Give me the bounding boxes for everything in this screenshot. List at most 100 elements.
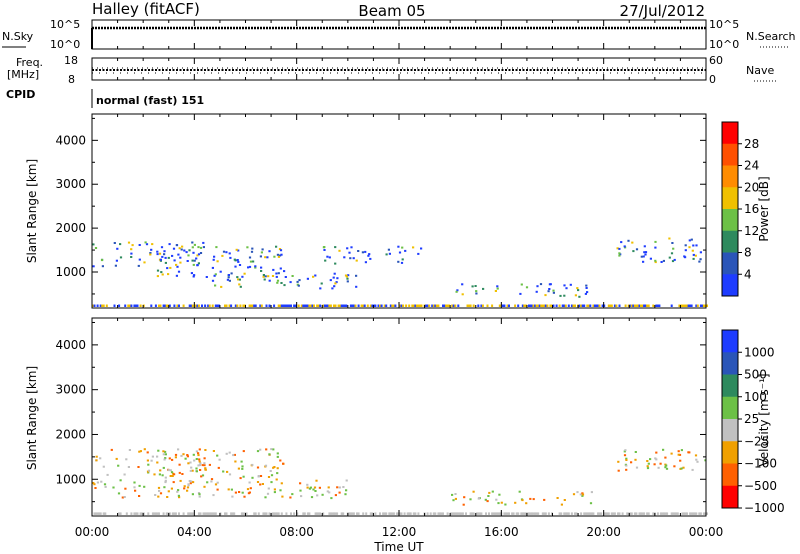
scatter-cell [627, 304, 630, 307]
scatter-cell [534, 304, 537, 307]
scatter-cell [334, 282, 337, 285]
scatter-cell [671, 242, 674, 244]
scatter-cell [385, 304, 388, 307]
scatter-cell [460, 512, 463, 515]
scatter-cell [92, 265, 95, 268]
scatter-cell [95, 512, 98, 515]
scatter-cell [629, 512, 632, 515]
scatter-cell [668, 256, 671, 259]
scatter-cell [217, 304, 220, 307]
colorbar-segment [722, 209, 738, 232]
scatter-cell [613, 304, 616, 307]
colorbar-tick-label: 24 [744, 159, 759, 173]
scatter-cell [133, 304, 136, 307]
scatter-cell [391, 512, 394, 515]
scatter-cell [118, 512, 121, 515]
scatter-cell [406, 512, 409, 515]
scatter-cell [478, 512, 481, 515]
scatter-cell [592, 512, 595, 515]
scatter-cell [259, 483, 262, 486]
scatter-cell [364, 250, 367, 253]
scatter-cell [598, 512, 601, 515]
scatter-cell [206, 481, 209, 484]
scatter-cell [379, 512, 381, 515]
scatter-cell [174, 456, 177, 459]
scatter-cell [679, 459, 682, 462]
scatter-cell [342, 512, 345, 515]
scatter-cell [210, 480, 213, 483]
scatter-cell [236, 259, 239, 261]
scatter-cell [102, 304, 105, 307]
scatter-cell [163, 250, 166, 253]
scatter-cell [610, 304, 613, 307]
scatter-cell [197, 262, 200, 265]
scatter-cell [210, 478, 214, 481]
scatter-cell [303, 304, 306, 307]
scatter-cell [296, 512, 299, 515]
scatter-cell [268, 453, 271, 456]
scatter-cell [607, 304, 610, 307]
scatter-cell [371, 512, 374, 515]
scatter-cell [544, 512, 547, 515]
scatter-cell [630, 512, 633, 515]
scatter-cell [336, 486, 339, 489]
scatter-cell [273, 512, 276, 515]
scatter-cell [446, 512, 449, 515]
scatter-cell [200, 475, 203, 478]
scatter-cell [617, 512, 619, 515]
scatter-cell [233, 453, 236, 456]
scatter-cell [228, 279, 231, 282]
scatter-cell [494, 290, 497, 292]
scatter-cell [586, 512, 589, 515]
scatter-cell [156, 269, 160, 272]
scatter-cell [704, 459, 707, 462]
scatter-cell [317, 304, 320, 307]
scatter-cell [379, 304, 381, 307]
scatter-cell [692, 257, 695, 260]
scatter-cell [356, 512, 358, 515]
scatter-cell [220, 285, 223, 288]
scatter-cell [262, 274, 265, 276]
scatter-cell [445, 304, 448, 307]
scatter-cell [641, 512, 644, 515]
scatter-cell [515, 512, 518, 515]
scatter-cell [197, 492, 201, 494]
scatter-cell [647, 304, 650, 307]
scatter-cell [698, 512, 701, 515]
scatter-cell [420, 247, 423, 250]
scatter-cell [326, 304, 329, 307]
scatter-cell [677, 453, 680, 456]
scatter-cell [566, 512, 569, 515]
scatter-cell [191, 304, 194, 307]
scatter-cell [316, 304, 319, 307]
scatter-cell [103, 483, 107, 486]
scatter-cell [544, 294, 547, 297]
scatter-cell [160, 246, 164, 249]
scatter-cell [204, 512, 207, 515]
scatter-cell [327, 486, 330, 489]
scatter-cell [184, 457, 187, 460]
scatter-cell [323, 304, 326, 307]
scatter-cell [214, 284, 217, 287]
scatter-cell [195, 467, 198, 470]
scatter-cell [104, 485, 107, 488]
scatter-cell [238, 278, 241, 281]
scatter-cell [345, 479, 348, 482]
scatter-cell [633, 304, 636, 307]
scatter-cell [297, 304, 300, 307]
scatter-cell [225, 251, 228, 254]
scatter-cell [328, 491, 331, 494]
scatter-cell [197, 246, 200, 249]
scatter-cell [142, 512, 145, 515]
scatter-cell [174, 512, 177, 515]
scatter-cell [226, 278, 229, 281]
scatter-cell [455, 512, 458, 515]
scatter-cell [164, 457, 167, 460]
scatter-cell [199, 246, 203, 249]
scatter-cell [260, 304, 263, 307]
scatter-cell [670, 512, 673, 515]
scatter-cell [187, 462, 190, 465]
scatter-cell [169, 469, 172, 472]
scatter-cell [654, 240, 657, 243]
scatter-cell [539, 283, 543, 286]
